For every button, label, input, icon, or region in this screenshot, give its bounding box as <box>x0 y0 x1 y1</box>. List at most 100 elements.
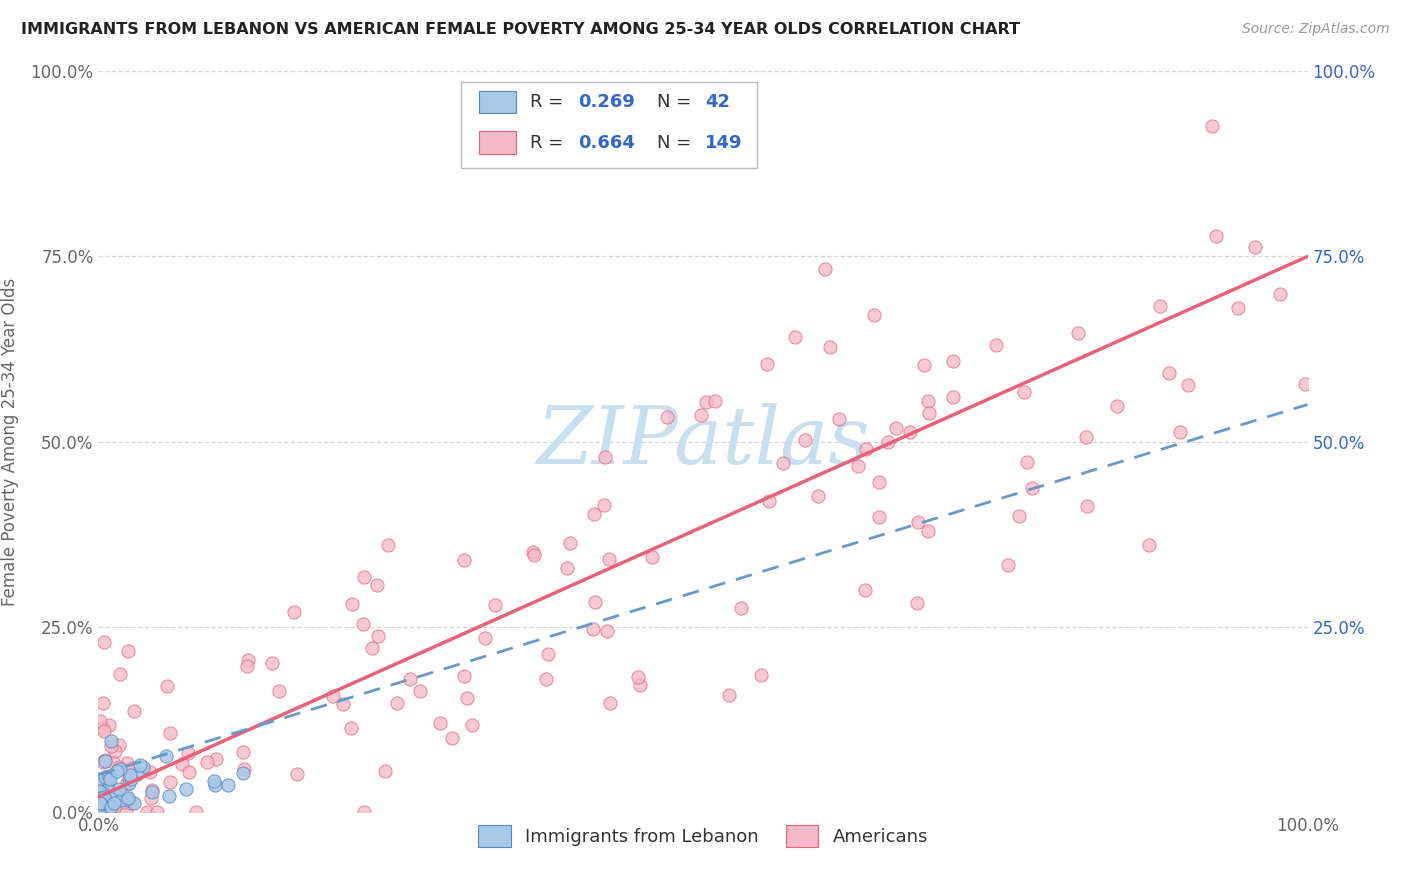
Point <box>332 697 354 711</box>
Point <box>136 805 159 819</box>
Point <box>117 790 139 805</box>
Point <box>93 756 115 770</box>
Point <box>238 652 260 666</box>
Point <box>783 329 806 343</box>
Point <box>93 790 115 805</box>
Point <box>1226 301 1249 315</box>
Point <box>122 704 145 718</box>
Point <box>582 622 605 636</box>
Text: ZIPatlas: ZIPatlas <box>536 403 870 480</box>
Point <box>108 666 131 681</box>
Point <box>595 450 617 465</box>
Point <box>377 538 399 552</box>
Point <box>100 795 122 809</box>
Point <box>186 805 208 819</box>
Point <box>93 787 115 801</box>
Point <box>582 507 605 521</box>
Point <box>474 631 496 645</box>
Point <box>912 358 935 372</box>
Point <box>876 434 898 449</box>
Point <box>1270 287 1292 301</box>
Point <box>97 769 120 783</box>
Point <box>141 790 163 805</box>
Point <box>93 635 115 649</box>
Point <box>814 262 837 277</box>
Point <box>89 797 111 811</box>
Point <box>117 756 139 770</box>
Point <box>758 493 780 508</box>
Point <box>125 767 148 781</box>
Point <box>114 805 136 819</box>
Point <box>232 763 254 777</box>
Point <box>285 766 308 780</box>
Point <box>917 393 939 408</box>
Point <box>94 772 117 786</box>
Point <box>217 778 239 792</box>
Point <box>1294 376 1316 391</box>
Point <box>101 798 124 813</box>
Point <box>89 784 111 798</box>
Point <box>900 425 922 440</box>
Point <box>93 789 115 804</box>
Point <box>986 338 1008 352</box>
Point <box>907 515 929 529</box>
Y-axis label: Female Poverty Among 25-34 Year Olds: Female Poverty Among 25-34 Year Olds <box>1 277 20 606</box>
Point <box>453 553 475 567</box>
Point <box>89 803 111 817</box>
Point <box>236 658 259 673</box>
Point <box>176 781 198 796</box>
Point <box>97 772 120 787</box>
Point <box>626 670 648 684</box>
Point <box>1105 399 1128 413</box>
FancyBboxPatch shape <box>461 82 758 168</box>
Point <box>94 793 117 807</box>
Point <box>97 771 120 785</box>
Point <box>98 772 121 786</box>
Point <box>97 717 120 731</box>
Point <box>283 605 305 619</box>
Point <box>104 788 127 802</box>
Text: Source: ZipAtlas.com: Source: ZipAtlas.com <box>1241 22 1389 37</box>
Point <box>456 691 478 706</box>
Point <box>772 456 794 470</box>
Point <box>322 689 344 703</box>
Point <box>997 558 1019 572</box>
Point <box>868 509 890 524</box>
Point <box>91 785 114 799</box>
Legend: Immigrants from Lebanon, Americans: Immigrants from Lebanon, Americans <box>471 818 935 855</box>
Point <box>820 340 842 354</box>
Point <box>115 776 138 790</box>
Point <box>1244 240 1267 254</box>
Point <box>1076 430 1098 444</box>
Point <box>522 545 544 559</box>
Point <box>90 791 112 805</box>
Point <box>534 672 557 686</box>
Point <box>704 393 727 408</box>
Point <box>101 755 124 769</box>
Point <box>90 781 112 796</box>
Point <box>598 551 620 566</box>
Point <box>853 583 876 598</box>
Point <box>177 746 200 760</box>
Point <box>103 797 125 811</box>
Point <box>340 722 363 736</box>
Point <box>204 778 226 792</box>
Point <box>112 795 135 809</box>
Point <box>868 475 890 489</box>
Point <box>827 412 849 426</box>
Point <box>353 570 375 584</box>
Point <box>117 793 139 807</box>
Point <box>232 745 254 759</box>
Point <box>917 406 939 420</box>
Point <box>1008 509 1031 524</box>
Point <box>340 597 363 611</box>
Point <box>374 764 396 778</box>
Point <box>1205 229 1227 244</box>
Point <box>195 755 218 769</box>
Point <box>96 781 118 796</box>
Point <box>91 722 114 736</box>
Point <box>730 600 752 615</box>
Point <box>117 643 139 657</box>
Point <box>104 744 127 758</box>
Point <box>159 775 181 789</box>
